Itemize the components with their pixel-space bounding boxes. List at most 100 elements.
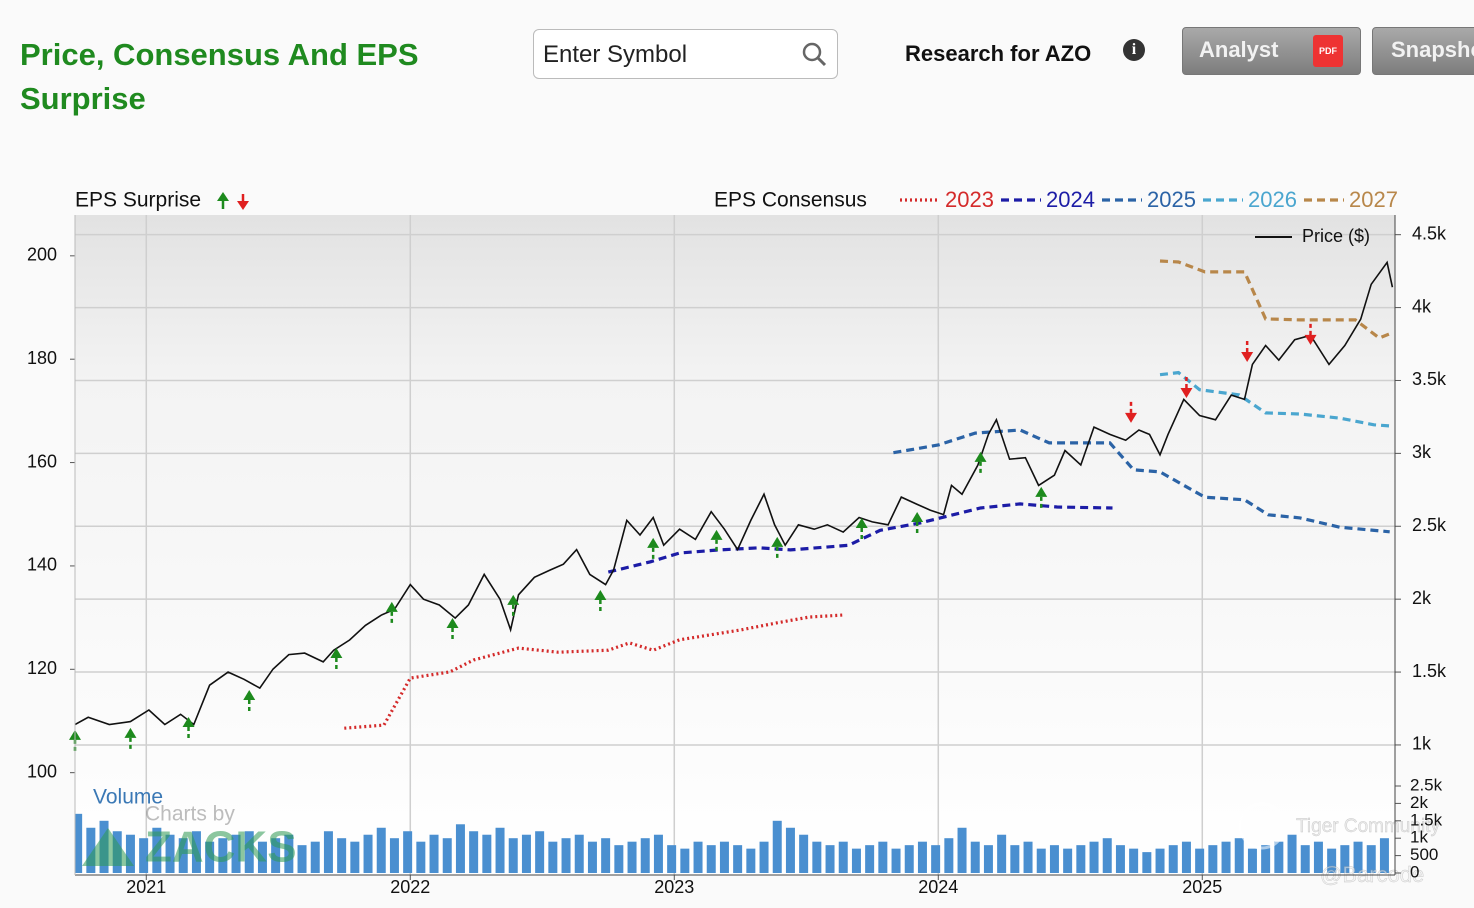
volume-bar xyxy=(75,813,83,873)
arrow-head xyxy=(1241,351,1254,362)
volume-bar xyxy=(191,831,201,873)
volume-bar xyxy=(680,848,690,873)
surprise-arrow xyxy=(1035,486,1048,509)
volume-tick-label: 2k xyxy=(1410,793,1428,812)
y-tick-label: 200 xyxy=(27,245,57,265)
snapshot-button[interactable]: Snapshot xyxy=(1372,27,1474,75)
legend-label: 2024 xyxy=(1046,187,1095,212)
volume-bar xyxy=(891,848,901,873)
button-label: Snapshot xyxy=(1391,37,1474,62)
arrow-head xyxy=(1035,486,1048,497)
volume-bar xyxy=(838,841,848,873)
y-tick-label: 160 xyxy=(27,451,57,471)
consensus-line xyxy=(1159,259,1393,340)
volume-title: Volume xyxy=(93,786,163,809)
volume-bar xyxy=(139,838,149,873)
y2-tick-label: 2.5k xyxy=(1412,515,1447,535)
volume-bar xyxy=(350,841,360,873)
volume-bar xyxy=(363,834,373,873)
legend-label: 2025 xyxy=(1147,187,1196,212)
arrow-head xyxy=(182,716,195,727)
x-tick-label: 2022 xyxy=(390,877,430,897)
volume-bar xyxy=(1313,841,1323,873)
volume-bar xyxy=(878,841,888,873)
arrow-head xyxy=(507,594,520,605)
page-title: Price, Consensus And EPS Surprise xyxy=(20,37,419,116)
volume-bar xyxy=(772,820,782,873)
arrow-head xyxy=(771,536,784,547)
volume-bar xyxy=(970,841,980,873)
volume-bar xyxy=(1010,845,1020,873)
volume-bar xyxy=(1221,841,1231,873)
arrow-head xyxy=(594,589,607,600)
volume-bar xyxy=(1023,841,1033,873)
legend-arrow xyxy=(217,192,229,201)
volume-bar xyxy=(152,827,162,873)
volume-bar xyxy=(323,831,333,873)
legend-label: 2027 xyxy=(1349,187,1398,212)
volume-bar xyxy=(1049,845,1059,873)
surprise-arrow xyxy=(243,689,256,712)
volume-bar xyxy=(1181,841,1191,873)
volume-bar xyxy=(310,841,320,873)
search-box[interactable]: Enter Symbol xyxy=(533,29,838,79)
surprise-arrow xyxy=(507,594,520,617)
search-placeholder: Enter Symbol xyxy=(543,41,688,68)
volume-bar xyxy=(495,827,505,873)
button-label: Analyst xyxy=(1199,37,1279,62)
volume-bar xyxy=(389,838,399,873)
volume-bar xyxy=(719,841,729,873)
watermark: Tiger Community xyxy=(1296,816,1440,837)
x-tick-label: 2024 xyxy=(918,877,958,897)
volume-bar xyxy=(1274,841,1284,873)
y-tick-label: 120 xyxy=(27,658,57,678)
volume-bar xyxy=(257,841,267,873)
legend-title: EPS Surprise xyxy=(75,189,201,212)
arrow-head xyxy=(1180,387,1193,398)
surprise-arrow xyxy=(911,511,924,534)
volume-bar xyxy=(1287,834,1297,873)
volume-bar xyxy=(931,845,941,873)
volume-bar xyxy=(799,834,809,873)
arrow-head xyxy=(911,511,924,522)
volume-bar xyxy=(455,824,465,873)
volume-bar xyxy=(205,841,215,873)
volume-bar xyxy=(548,841,558,873)
watermark: @Barcode xyxy=(1320,862,1424,887)
volume-bar xyxy=(812,841,822,873)
eps-surprises xyxy=(69,322,1317,752)
volume-bar xyxy=(403,831,413,873)
volume-bar xyxy=(1379,838,1389,873)
volume-bar xyxy=(865,845,875,873)
y-tick-label: 140 xyxy=(27,555,57,575)
volume-bar xyxy=(1353,841,1363,873)
volume-bar xyxy=(601,838,611,873)
volume-bar xyxy=(1234,838,1244,873)
arrow-head xyxy=(855,517,868,528)
volume-bar xyxy=(667,845,677,873)
volume-bar xyxy=(521,834,531,873)
arrow-head xyxy=(124,727,137,738)
x-tick-label: 2023 xyxy=(654,877,694,897)
volume-bar xyxy=(851,848,861,873)
info-icon[interactable]: i xyxy=(1123,39,1145,61)
volume-bar xyxy=(561,838,571,873)
consensus-line xyxy=(893,428,1390,534)
volume-bar xyxy=(469,831,479,873)
volume-tick-label: 2.5k xyxy=(1410,775,1443,794)
volume-tick-label: 1.5k xyxy=(1410,810,1443,829)
watermark: Charts by xyxy=(145,803,235,826)
arrow-head xyxy=(1304,334,1317,345)
volume-bar xyxy=(376,827,386,873)
search-icon[interactable] xyxy=(801,41,827,67)
y2-tick-label: 1.5k xyxy=(1412,661,1447,681)
surprise-arrow xyxy=(385,601,398,624)
axes: 2021 2022 2023 2024 2025 100 120 140 160 180 200 1k… xyxy=(27,187,1447,897)
volume-bar xyxy=(1168,845,1178,873)
surprise-arrow xyxy=(330,648,343,671)
x-tick-label: 2021 xyxy=(126,877,166,897)
legend-arrow xyxy=(237,201,249,210)
arrow-head xyxy=(330,648,343,659)
volume-bar xyxy=(416,841,426,873)
